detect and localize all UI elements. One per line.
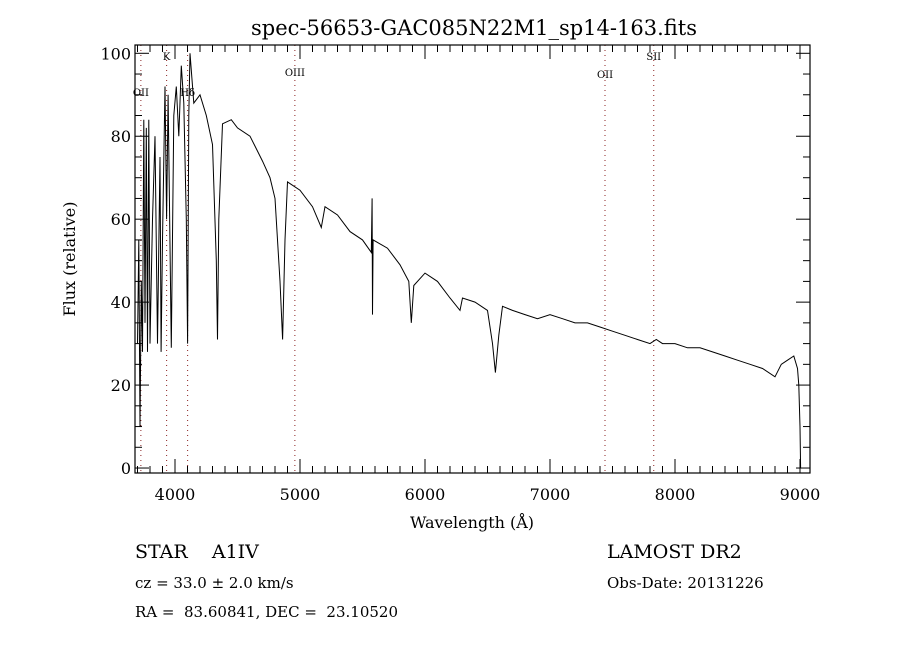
plot-frame: [134, 44, 811, 474]
line-marker-label: K: [163, 52, 171, 63]
y-tick-label: 40: [111, 293, 131, 312]
x-tick-label: 4000: [155, 485, 196, 504]
redshift-label: cz = 33.0 ± 2.0 km/s: [135, 574, 294, 592]
x-tick-label: 6000: [405, 485, 446, 504]
y-tick-label: 100: [100, 44, 131, 63]
x-tick-label: 7000: [530, 485, 571, 504]
chart-title: spec-56653-GAC085N22M1_sp14-163.fits: [251, 16, 697, 40]
y-tick-label: 20: [111, 376, 131, 395]
line-marker-label: OII: [597, 70, 613, 81]
line-marker-label: Hδ: [180, 88, 195, 99]
y-tick-label: 80: [111, 127, 131, 146]
y-tick-label: 60: [111, 210, 131, 229]
x-axis-label: Wavelength (Å): [410, 512, 534, 532]
spectrum-line: [137, 53, 802, 469]
class-label: STAR: [135, 541, 188, 563]
x-tick-label: 8000: [655, 485, 696, 504]
x-tick-label: 5000: [280, 485, 321, 504]
coordinates-label: RA = 83.60841, DEC = 23.10520: [135, 603, 399, 621]
obs-date-label: Obs-Date: 20131226: [607, 574, 764, 592]
y-tick-label: 0: [121, 459, 131, 478]
y-axis-label: Flux (relative): [60, 202, 79, 317]
line-marker-label: OIII: [285, 68, 305, 79]
x-tick-label: 9000: [780, 485, 821, 504]
subclass-label: A1IV: [211, 541, 259, 563]
line-marker-label: SII: [646, 52, 661, 63]
survey-label: LAMOST DR2: [607, 541, 742, 563]
object-class: STAR A1IV: [135, 541, 259, 563]
line-marker-label: OII: [133, 88, 149, 99]
